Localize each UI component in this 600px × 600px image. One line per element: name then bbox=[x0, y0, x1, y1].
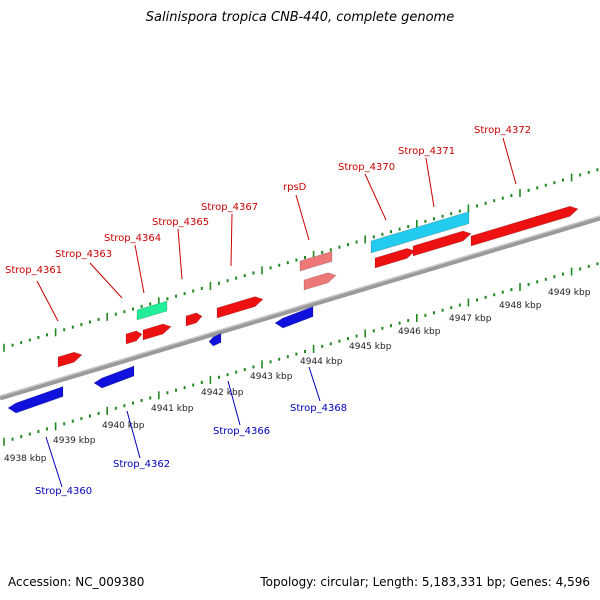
gene-feature-group bbox=[7, 205, 579, 414]
gene-feature-strop-4360[interactable] bbox=[7, 386, 64, 414]
label-leader bbox=[227, 380, 241, 426]
gene-feature-strop-4368[interactable] bbox=[274, 306, 314, 329]
gene-feature-strop-4371[interactable] bbox=[374, 248, 416, 269]
gene-label-strop-4366[interactable]: Strop_4366 bbox=[213, 426, 270, 437]
scale-label: 4942 kbp bbox=[201, 388, 244, 398]
label-leader bbox=[364, 173, 387, 221]
scale-label: 4943 kbp bbox=[250, 372, 293, 382]
label-leader bbox=[502, 137, 517, 185]
gene-label-strop-4368[interactable]: Strop_4368 bbox=[290, 403, 347, 414]
scale-label-group: 4938 kbp 4939 kbp 4940 kbp 4941 kbp 4942 kbp… bbox=[4, 288, 591, 464]
scale-label: 4938 kbp bbox=[4, 454, 47, 464]
label-leader bbox=[126, 410, 141, 459]
gene-feature-strop-4367[interactable] bbox=[216, 296, 264, 319]
gene-feature-strop-4364[interactable] bbox=[136, 300, 168, 321]
scale-label: 4941 kbp bbox=[151, 404, 194, 414]
gene-feature-rpsd[interactable] bbox=[303, 272, 337, 291]
genome-summary-text: Topology: circular; Length: 5,183,331 bp… bbox=[260, 575, 590, 589]
label-leader bbox=[45, 436, 63, 488]
scale-label: 4949 kbp bbox=[548, 288, 591, 298]
label-leader bbox=[295, 194, 310, 241]
genome-backbone bbox=[0, 215, 600, 401]
gene-label-strop-4360[interactable]: Strop_4360 bbox=[35, 486, 92, 497]
gene-feature-strop-4363[interactable] bbox=[125, 330, 143, 345]
scale-label: 4948 kbp bbox=[499, 301, 542, 311]
label-leader bbox=[36, 280, 59, 322]
label-leader bbox=[134, 244, 145, 294]
gene-feature-strop-4370[interactable] bbox=[370, 211, 470, 254]
accession-text: Accession: NC_009380 bbox=[8, 575, 145, 589]
gene-feature-strop-4371[interactable] bbox=[412, 230, 472, 257]
gene-label-strop-4362[interactable]: Strop_4362 bbox=[113, 459, 170, 470]
scale-label: 4946 kbp bbox=[398, 327, 441, 337]
gene-label-strop-4363[interactable]: Strop_4363 bbox=[55, 249, 112, 260]
label-leader bbox=[230, 213, 233, 267]
gene-feature-rpsd[interactable] bbox=[299, 250, 333, 272]
gene-label-strop-4372[interactable]: Strop_4372 bbox=[474, 125, 531, 136]
gene-label-strop-4370[interactable]: Strop_4370 bbox=[338, 162, 395, 173]
genome-backbone-highlight bbox=[0, 215, 600, 397]
gene-feature-strop-4366[interactable] bbox=[208, 332, 222, 347]
scale-label: 4947 kbp bbox=[449, 314, 492, 324]
gene-label-strop-4367[interactable]: Strop_4367 bbox=[201, 202, 258, 213]
gene-feature-strop-4372[interactable] bbox=[470, 205, 579, 247]
gene-feature-strop-4363[interactable] bbox=[142, 323, 172, 341]
scale-label: 4940 kbp bbox=[102, 421, 145, 431]
scale-label: 4939 kbp bbox=[53, 436, 96, 446]
gene-feature-strop-4362[interactable] bbox=[93, 365, 135, 389]
label-leader bbox=[89, 262, 123, 299]
gene-label-strop-4361[interactable]: Strop_4361 bbox=[5, 265, 62, 276]
gene-feature-strop-4365[interactable] bbox=[185, 312, 203, 327]
gene-label-group: Strop_4360 Strop_4361 Strop_4362 Strop_4363… bbox=[5, 125, 531, 497]
scale-label: 4944 kbp bbox=[300, 357, 343, 367]
map-title: Salinispora tropica CNB-440, complete ge… bbox=[145, 10, 455, 25]
gene-label-strop-4364[interactable]: Strop_4364 bbox=[104, 233, 161, 244]
label-leader bbox=[308, 366, 321, 402]
gene-label-strop-4371[interactable]: Strop_4371 bbox=[398, 146, 455, 157]
gene-label-strop-4365[interactable]: Strop_4365 bbox=[152, 217, 209, 228]
label-leader-group bbox=[36, 137, 517, 488]
scale-label: 4945 kbp bbox=[349, 342, 392, 352]
gene-feature-strop-4361[interactable] bbox=[57, 351, 83, 368]
gene-label-rpsd[interactable]: rpsD bbox=[283, 182, 307, 193]
ruler-group bbox=[3, 168, 599, 446]
label-leader bbox=[425, 157, 435, 208]
label-leader bbox=[177, 228, 183, 280]
